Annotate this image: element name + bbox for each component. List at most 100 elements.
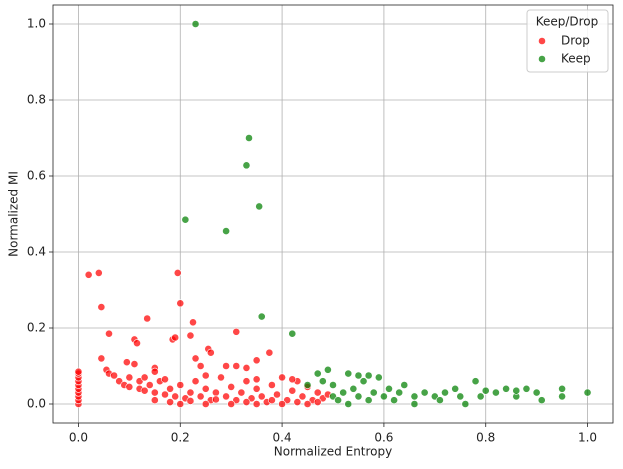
point: [245, 134, 253, 142]
point: [191, 354, 200, 363]
point: [222, 392, 230, 401]
point: [313, 369, 322, 378]
point: [329, 381, 337, 389]
point: [476, 392, 485, 401]
point: [313, 398, 322, 406]
point: [436, 396, 444, 405]
x-tick-label: 0.0: [69, 431, 88, 445]
point: [456, 392, 465, 401]
point: [303, 400, 312, 408]
plot-frame: [52, 4, 614, 424]
point: [400, 381, 409, 389]
y-tick-label: 0.4: [27, 245, 46, 259]
point: [173, 268, 182, 277]
point: [278, 400, 286, 408]
point: [186, 388, 195, 397]
point: [273, 390, 281, 399]
point: [303, 381, 312, 389]
point: [242, 377, 251, 386]
point: [364, 371, 373, 380]
point: [196, 392, 205, 401]
point: [171, 333, 180, 342]
point: [318, 377, 327, 386]
x-tick-label: 0.4: [273, 431, 292, 445]
grid: [53, 5, 613, 423]
point: [140, 373, 149, 382]
y-tick-label: 0.8: [27, 93, 46, 107]
x-tick-label: 0.2: [171, 431, 190, 445]
point: [293, 398, 302, 406]
y-tick-label: 0.0: [27, 397, 46, 411]
point: [410, 392, 419, 401]
point: [186, 331, 195, 340]
point: [324, 365, 332, 374]
point: [298, 392, 307, 401]
point: [143, 314, 152, 323]
point: [110, 371, 118, 380]
point: [288, 329, 297, 338]
x-tick-label: 0.8: [476, 431, 495, 445]
point: [420, 388, 429, 397]
point: [558, 384, 566, 393]
point: [201, 371, 210, 380]
point: [344, 400, 353, 408]
point: [145, 381, 154, 389]
y-tick-label: 0.2: [27, 321, 46, 335]
point: [97, 354, 106, 363]
point: [191, 20, 200, 28]
point: [359, 377, 368, 386]
point: [339, 388, 348, 397]
point: [181, 215, 190, 224]
point: [140, 386, 149, 395]
point: [150, 367, 159, 376]
point: [252, 400, 261, 408]
point: [461, 400, 470, 408]
point: [201, 384, 210, 393]
point: [492, 388, 500, 397]
point: [222, 227, 230, 235]
point: [74, 367, 83, 376]
y-tick-label: 0.6: [27, 169, 46, 183]
point: [130, 360, 139, 368]
point: [242, 398, 251, 406]
point: [125, 382, 134, 391]
point: [84, 270, 93, 279]
point: [410, 400, 419, 408]
point: [227, 400, 236, 408]
point: [471, 377, 480, 386]
point: [385, 384, 393, 393]
point: [191, 377, 200, 386]
point: [94, 268, 103, 277]
point: [334, 396, 342, 405]
point: [583, 388, 592, 397]
point: [150, 388, 159, 397]
point: [252, 356, 261, 365]
point: [522, 384, 531, 393]
legend-label: Keep: [561, 52, 591, 66]
point: [212, 395, 220, 404]
point: [232, 327, 241, 336]
point: [196, 362, 205, 370]
point: [354, 371, 363, 380]
point: [481, 386, 490, 395]
point: [252, 375, 261, 384]
legend-marker: [538, 55, 546, 63]
point: [313, 388, 322, 397]
point: [232, 362, 241, 370]
point: [288, 386, 297, 395]
point: [390, 396, 398, 405]
point: [176, 381, 185, 389]
point: [161, 375, 169, 384]
point: [451, 384, 460, 393]
point: [268, 396, 276, 405]
point: [278, 373, 286, 382]
point: [364, 396, 373, 405]
legend-marker: [538, 37, 546, 45]
point: [242, 363, 251, 372]
point: [288, 375, 297, 384]
y-tick-label: 1.0: [27, 17, 46, 31]
point: [354, 392, 363, 401]
point: [441, 388, 449, 397]
point: [532, 388, 541, 397]
